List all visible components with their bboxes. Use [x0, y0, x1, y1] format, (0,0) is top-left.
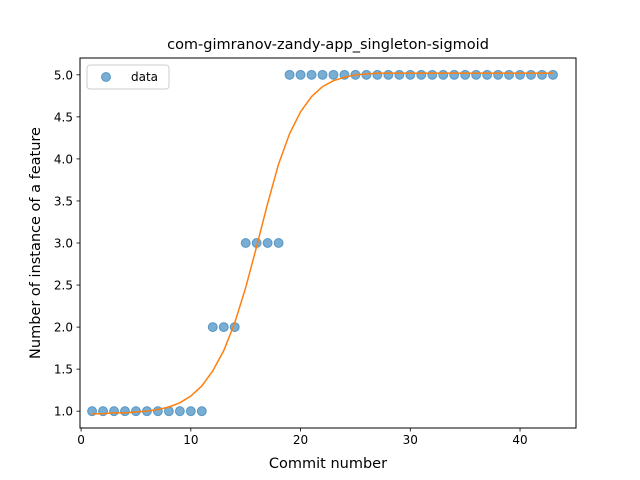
legend-label-data: data	[131, 70, 158, 84]
y-axis: 1.0 1.5 2.0 2.5 3.0 3.5 4.0 4.5 5.0	[54, 68, 80, 419]
data-point	[438, 69, 449, 80]
data-point	[547, 69, 558, 80]
data-point	[196, 406, 207, 417]
x-axis: 0 10 20 30 40	[77, 428, 528, 447]
y-tick-label: 1.5	[54, 363, 73, 377]
data-point	[317, 69, 328, 80]
data-point	[273, 238, 284, 248]
data-point	[328, 69, 339, 80]
y-tick-label: 2.0	[54, 321, 73, 335]
data-point	[405, 69, 416, 80]
plot-data	[87, 69, 558, 417]
data-point	[240, 238, 251, 248]
y-tick-label: 2.5	[54, 279, 73, 293]
y-tick-label: 4.0	[54, 152, 73, 166]
sigmoid-fit-line	[92, 72, 553, 415]
data-point	[174, 406, 185, 417]
data-point	[185, 406, 196, 417]
data-point	[306, 69, 317, 80]
data-point	[427, 69, 438, 80]
x-axis-label: Commit number	[269, 456, 387, 472]
legend: data	[86, 64, 170, 90]
x-tick-label: 0	[77, 433, 85, 447]
data-point	[515, 69, 526, 80]
chart-title: com-gimranov-zandy-app_singleton-sigmoid	[167, 37, 489, 53]
y-tick-label: 3.0	[54, 237, 73, 251]
data-point	[526, 69, 537, 80]
legend-marker-data	[101, 72, 111, 82]
data-point	[504, 69, 515, 80]
data-point	[449, 69, 460, 80]
data-point	[383, 69, 394, 80]
data-point	[207, 322, 218, 333]
x-tick-label: 30	[403, 433, 418, 447]
data-point	[394, 69, 405, 80]
data-point	[460, 69, 471, 80]
data-point	[372, 69, 383, 80]
data-point	[536, 69, 547, 80]
x-tick-label: 20	[293, 433, 308, 447]
data-point	[482, 69, 493, 80]
data-point	[471, 69, 482, 80]
data-point	[416, 69, 427, 80]
data-point	[218, 322, 229, 333]
data-point	[295, 69, 306, 80]
data-point	[109, 406, 120, 417]
y-tick-label: 3.5	[54, 194, 73, 208]
data-point	[284, 69, 295, 80]
y-tick-label: 1.0	[54, 405, 73, 419]
data-point	[262, 238, 273, 248]
y-tick-label: 4.5	[54, 110, 73, 124]
x-tick-label: 10	[183, 433, 198, 447]
y-axis-label: Number of instance of a feature	[28, 127, 44, 359]
legend-box	[86, 64, 170, 90]
x-tick-label: 40	[512, 433, 527, 447]
data-point	[493, 69, 504, 80]
y-tick-label: 5.0	[54, 68, 73, 82]
data-point	[119, 406, 130, 417]
